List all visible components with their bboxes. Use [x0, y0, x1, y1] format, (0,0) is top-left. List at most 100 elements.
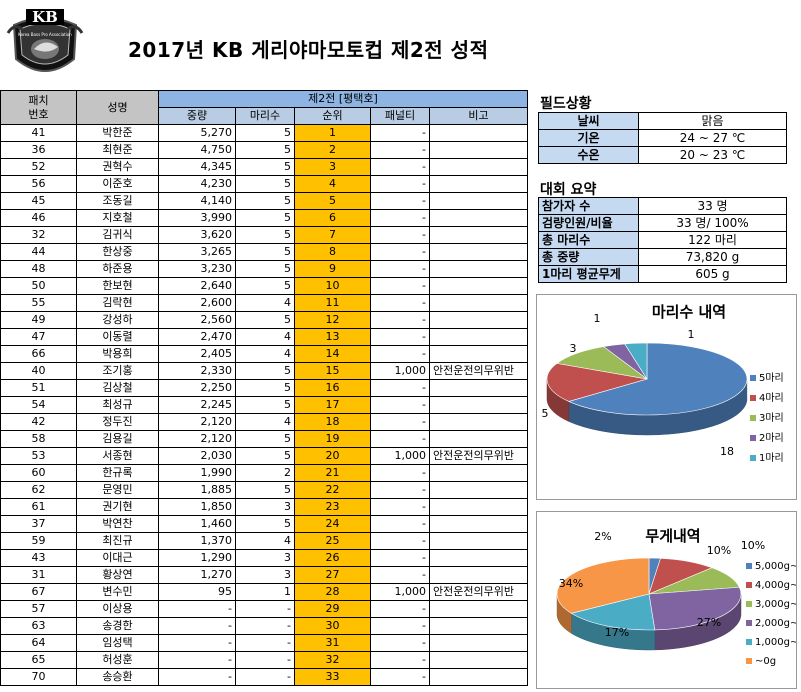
field-value: 24 ~ 27 ℃: [638, 129, 787, 147]
name-cell: 조동길: [76, 192, 159, 210]
penalty-cell: -: [370, 515, 430, 533]
pie-slice: [556, 557, 650, 614]
note-cell: [429, 209, 528, 227]
rank-cell: 12: [294, 311, 371, 329]
weight-cell: 4,345: [158, 158, 236, 176]
note-cell: [429, 430, 528, 448]
table-row: 46 지호철 3,990 5 6-: [0, 209, 528, 227]
note-cell: [429, 345, 528, 363]
count-cell: 3: [235, 566, 295, 584]
logo-ribbon-text: Korea Bass Pro Association: [18, 32, 72, 37]
count-cell: 4: [235, 294, 295, 312]
summary-row: 검량인원/비율 33 명/ 100%: [538, 214, 787, 232]
note-cell: [429, 277, 528, 295]
legend-item: 1,000g~: [755, 637, 796, 648]
player-no-cell: 65: [0, 651, 77, 669]
weight-cell: 3,230: [158, 260, 236, 278]
data-label: 3: [570, 342, 577, 355]
table-row: 43 이대근 1,290 3 26-: [0, 549, 528, 567]
table-row: 61 권기현 1,850 3 23-: [0, 498, 528, 516]
rank-cell: 9: [294, 260, 371, 278]
penalty-cell: -: [370, 226, 430, 244]
player-no-cell: 43: [0, 549, 77, 567]
player-no-cell: 45: [0, 192, 77, 210]
count-cell: 5: [235, 447, 295, 465]
penalty-cell: 1,000: [370, 447, 430, 465]
penalty-cell: -: [370, 277, 430, 295]
count-cell: 5: [235, 430, 295, 448]
player-no-cell: 64: [0, 634, 77, 652]
weight-chart-panel: 무게내역 2% 10% 10% 27% 17% 34% 5,000g~ 4,000g~ 3,000…: [536, 511, 798, 689]
name-cell: 정두진: [76, 413, 159, 431]
player-no-cell: 44: [0, 243, 77, 261]
rank-cell: 6: [294, 209, 371, 227]
weight-cell: 2,560: [158, 311, 236, 329]
note-cell: [429, 396, 528, 414]
count-cell: 5: [235, 260, 295, 278]
note-cell: [429, 311, 528, 329]
rank-cell: 33: [294, 668, 371, 686]
weight-cell: 3,990: [158, 209, 236, 227]
penalty-cell: -: [370, 566, 430, 584]
player-no-cell: 48: [0, 260, 77, 278]
table-row: 31 황상연 1,270 3 27-: [0, 566, 528, 584]
rank-cell: 20: [294, 447, 371, 465]
count-cell: 5: [235, 515, 295, 533]
penalty-cell: -: [370, 532, 430, 550]
header-name: 성명: [76, 90, 159, 125]
weight-cell: 1,850: [158, 498, 236, 516]
player-no-cell: 50: [0, 277, 77, 295]
summary-label: 총 마리수: [538, 231, 639, 249]
count-cell: 4: [235, 345, 295, 363]
count-cell: 5: [235, 158, 295, 176]
count-cell: 5: [235, 277, 295, 295]
note-cell: [429, 260, 528, 278]
header-player-no: 패치 번호: [0, 90, 77, 125]
note-cell: [429, 600, 528, 618]
rank-cell: 25: [294, 532, 371, 550]
rank-cell: 16: [294, 379, 371, 397]
note-cell: 안전운전의무위반: [429, 362, 528, 380]
summary-row: 총 마리수 122 마리: [538, 231, 787, 249]
rank-cell: 15: [294, 362, 371, 380]
penalty-cell: -: [370, 124, 430, 142]
penalty-cell: -: [370, 379, 430, 397]
penalty-cell: -: [370, 260, 430, 278]
name-cell: 이상용: [76, 600, 159, 618]
table-row: 49 강성하 2,560 5 12-: [0, 311, 528, 329]
note-cell: [429, 294, 528, 312]
field-table: 날씨 맑음 기온 24 ~ 27 ℃ 수온 20 ~ 23 ℃: [538, 112, 787, 164]
name-cell: 권혁수: [76, 158, 159, 176]
player-no-cell: 63: [0, 617, 77, 635]
table-row: 64 임성택 - -31-: [0, 634, 528, 652]
player-no-cell: 54: [0, 396, 77, 414]
count-cell: 1: [235, 583, 295, 601]
table-row: 54 최성규 2,245 5 17-: [0, 396, 528, 414]
rank-cell: 26: [294, 549, 371, 567]
rank-cell: 13: [294, 328, 371, 346]
note-cell: [429, 566, 528, 584]
data-label: 1: [594, 312, 601, 325]
penalty-cell: -: [370, 481, 430, 499]
count-cell: 5: [235, 209, 295, 227]
player-no-cell: 42: [0, 413, 77, 431]
penalty-cell: -: [370, 413, 430, 431]
legend-swatch: [750, 455, 756, 461]
note-cell: [429, 243, 528, 261]
note-cell: 안전운전의무위반: [429, 583, 528, 601]
penalty-cell: 1,000: [370, 362, 430, 380]
name-cell: 김상철: [76, 379, 159, 397]
name-cell: 조기홍: [76, 362, 159, 380]
count-cell: 4: [235, 413, 295, 431]
count-cell: -: [235, 668, 295, 686]
note-cell: [429, 532, 528, 550]
player-no-cell: 36: [0, 141, 77, 159]
table-row: 48 하준용 3,230 5 9-: [0, 260, 528, 278]
penalty-cell: -: [370, 175, 430, 193]
count-cell: 2: [235, 464, 295, 482]
weight-cell: -: [158, 634, 236, 652]
name-cell: 하준용: [76, 260, 159, 278]
legend-swatch: [750, 435, 756, 441]
data-label: 17%: [605, 626, 629, 639]
note-cell: [429, 515, 528, 533]
